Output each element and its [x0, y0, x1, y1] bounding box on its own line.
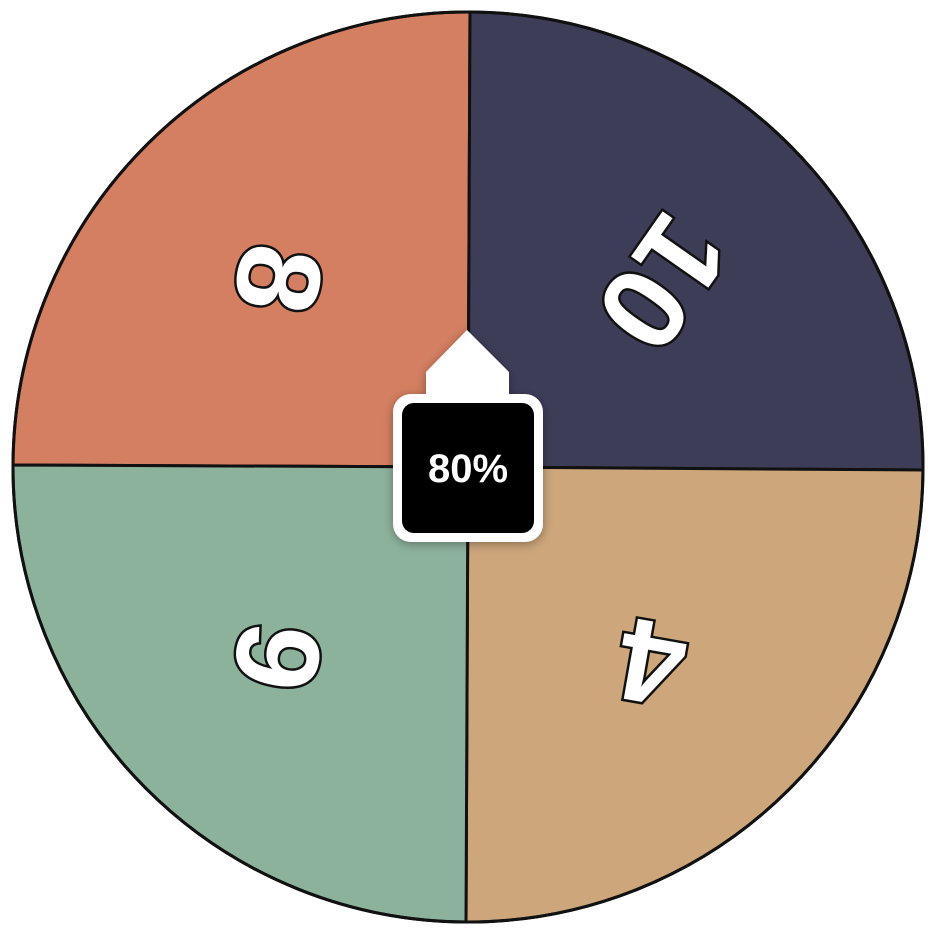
pointer[interactable]: 80% — [393, 330, 543, 542]
pointer-box — [402, 403, 534, 533]
wheel-segments — [11, 10, 925, 924]
pointer-arrow — [426, 330, 509, 408]
pointer-percentage-label: 80% — [428, 447, 508, 491]
wheel-rim — [11, 10, 925, 924]
